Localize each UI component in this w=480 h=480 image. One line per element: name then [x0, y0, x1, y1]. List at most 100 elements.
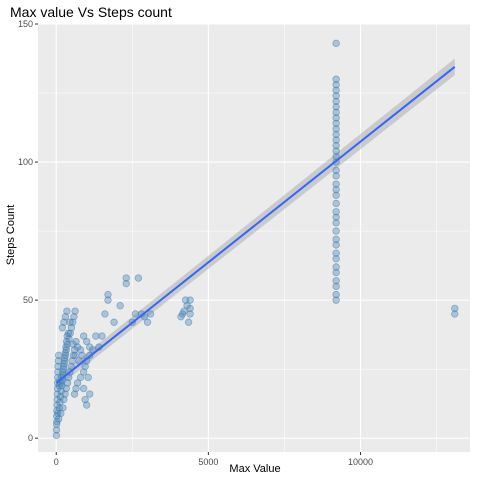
- data-point: [143, 318, 152, 326]
- x-tick-label: 10000: [348, 457, 373, 467]
- data-point: [58, 368, 67, 376]
- data-point: [332, 227, 340, 235]
- data-point: [332, 296, 340, 304]
- ci-band: [56, 58, 455, 389]
- data-point: [52, 431, 61, 440]
- data-point: [63, 307, 71, 315]
- data-point: [180, 307, 188, 315]
- data-point: [332, 166, 340, 175]
- data-point: [82, 337, 91, 346]
- data-point: [332, 282, 340, 291]
- data-point: [332, 92, 340, 100]
- data-point: [76, 373, 85, 382]
- data-point: [131, 310, 140, 318]
- data-point: [146, 310, 155, 318]
- data-point: [332, 290, 340, 299]
- y-axis-ticks: 0 50 100 150: [18, 19, 38, 443]
- data-point: [52, 420, 61, 429]
- x-tick-label: 5000: [198, 457, 218, 467]
- data-point: [64, 329, 73, 337]
- data-point: [186, 304, 194, 313]
- data-point: [332, 39, 340, 48]
- data-point: [332, 255, 340, 263]
- data-point: [79, 368, 88, 376]
- data-point: [56, 398, 64, 406]
- data-point: [332, 235, 340, 244]
- data-point: [332, 208, 340, 216]
- data-point: [332, 191, 340, 199]
- data-point: [63, 340, 71, 349]
- data-point: [67, 324, 76, 332]
- y-tick-label: 100: [18, 157, 33, 167]
- trend-line-path: [55, 66, 456, 384]
- data-point: [332, 86, 340, 94]
- data-point: [332, 103, 340, 111]
- data-point: [86, 390, 94, 398]
- data-point: [54, 357, 63, 365]
- data-point: [332, 185, 340, 194]
- data-point: [332, 277, 340, 285]
- data-point: [332, 108, 340, 117]
- data-point: [71, 307, 79, 315]
- data-point: [59, 362, 68, 371]
- data-point: [116, 301, 124, 310]
- data-point: [332, 81, 340, 89]
- data-point: [101, 310, 109, 318]
- data-point: [61, 354, 69, 362]
- x-tick-label: 0: [54, 457, 59, 467]
- data-point: [332, 268, 340, 277]
- data-point: [59, 404, 67, 412]
- data-point: [60, 357, 69, 365]
- chart-title: Max value Vs Steps count: [10, 4, 172, 20]
- data-point: [332, 263, 340, 271]
- data-point: [60, 318, 68, 326]
- data-point: [82, 401, 91, 409]
- data-point: [98, 332, 106, 340]
- trend-line: [55, 66, 456, 384]
- data-point: [332, 172, 340, 180]
- data-point: [332, 180, 340, 188]
- data-point: [66, 318, 74, 326]
- data-point: [62, 346, 70, 354]
- data-point: [61, 312, 70, 321]
- data-point: [332, 141, 340, 150]
- data-point: [104, 290, 112, 299]
- data-point: [332, 249, 340, 257]
- data-point: [68, 318, 77, 326]
- data-point: [332, 119, 340, 128]
- data-point: [332, 97, 340, 106]
- data-point: [58, 324, 67, 332]
- data-point: [451, 310, 459, 318]
- data-point: [122, 274, 130, 282]
- data-point: [61, 351, 70, 360]
- x-axis-ticks: 0 5000 10000: [54, 452, 373, 467]
- data-point: [60, 359, 68, 368]
- data-point: [81, 362, 89, 371]
- data-point: [92, 332, 100, 340]
- data-point: [70, 312, 78, 321]
- data-point: [54, 351, 63, 360]
- data-point: [69, 351, 77, 360]
- data-point: [332, 219, 340, 227]
- data-point: [52, 426, 61, 434]
- grid-minor: [38, 24, 470, 452]
- data-point: [76, 346, 85, 354]
- data-point: [79, 384, 88, 393]
- data-point: [332, 147, 340, 155]
- data-point: [78, 351, 86, 360]
- data-point: [65, 335, 73, 343]
- data-point: [73, 379, 82, 387]
- data-points: [52, 39, 459, 440]
- data-point: [63, 379, 72, 387]
- data-point: [451, 304, 459, 313]
- data-point: [72, 337, 80, 346]
- data-point: [62, 384, 70, 393]
- data-point: [60, 395, 68, 404]
- data-point: [67, 362, 75, 371]
- data-point: [72, 384, 80, 393]
- data-point: [332, 136, 340, 144]
- data-point: [70, 390, 79, 398]
- data-point: [122, 279, 130, 288]
- data-point: [186, 310, 194, 318]
